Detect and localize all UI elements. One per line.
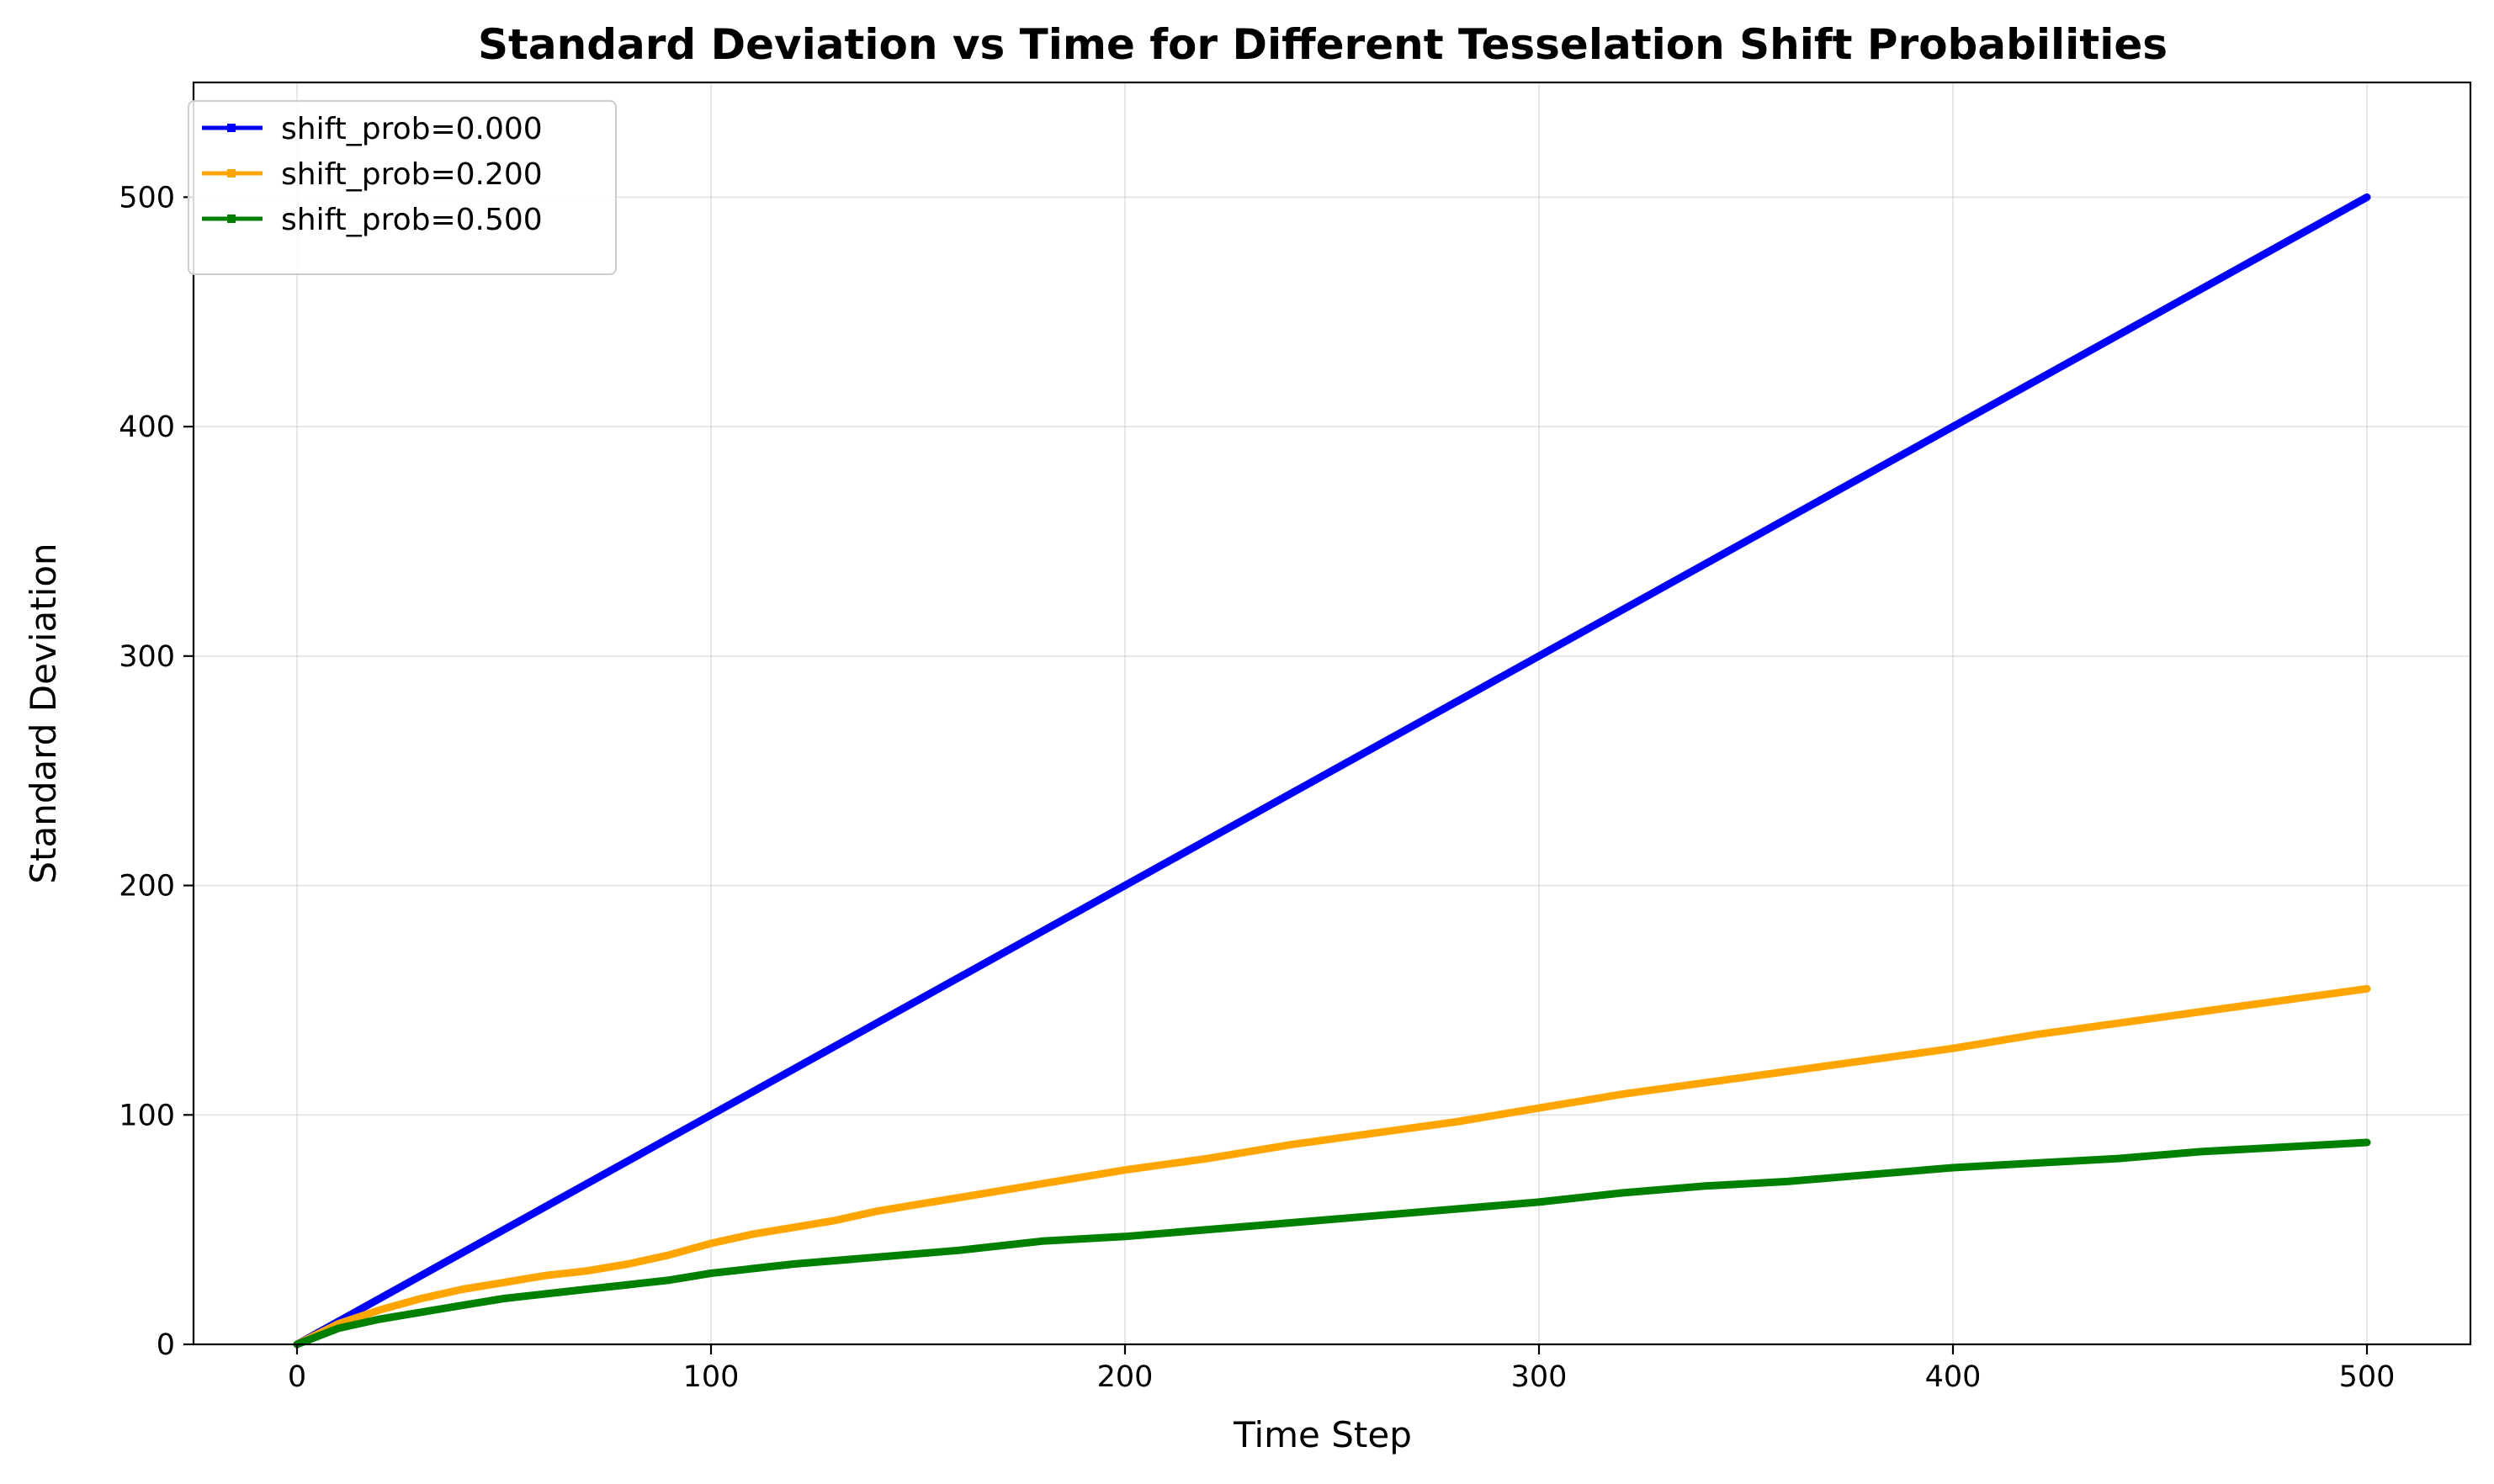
legend-frame xyxy=(188,100,617,275)
y-tick-label: 400 xyxy=(119,411,175,444)
y-tick-label: 500 xyxy=(119,181,175,215)
y-axis-label: Standard Deviation xyxy=(23,543,64,883)
series-layer xyxy=(293,193,2371,1349)
x-tick-label: 0 xyxy=(288,1360,306,1394)
x-axis-label: Time Step xyxy=(1233,1414,1412,1455)
x-tick-label: 400 xyxy=(1925,1360,1982,1394)
legend-marker xyxy=(227,124,236,132)
y-tick-label: 100 xyxy=(119,1099,175,1132)
plot-frame xyxy=(192,81,2472,1346)
legend-label: shift_prob=0.200 xyxy=(281,157,543,192)
series-line-1 xyxy=(293,984,2371,1349)
legend: shift_prob=0.000 shift_prob=0.200 shift_pr… xyxy=(188,100,617,275)
series-line-0 xyxy=(293,193,2371,1349)
y-axis: 0 100 200 300 400 500 xyxy=(119,181,194,1362)
x-tick-label: 200 xyxy=(1097,1360,1154,1394)
x-tick-label: 500 xyxy=(2339,1360,2396,1394)
x-tick-label: 300 xyxy=(1511,1360,1568,1394)
legend-label: shift_prob=0.000 xyxy=(281,112,543,146)
y-tick-label: 200 xyxy=(119,870,175,904)
legend-marker xyxy=(227,169,236,178)
legend-marker xyxy=(227,215,236,223)
y-tick-label: 300 xyxy=(119,640,175,674)
legend-label: shift_prob=0.500 xyxy=(281,203,543,237)
x-tick-label: 100 xyxy=(683,1360,740,1394)
series-line-2 xyxy=(293,1138,2371,1349)
y-tick-label: 0 xyxy=(157,1328,175,1362)
chart-title: Standard Deviation vs Time for Different… xyxy=(478,20,2168,69)
x-axis: 0 100 200 300 400 500 xyxy=(288,1344,2396,1394)
